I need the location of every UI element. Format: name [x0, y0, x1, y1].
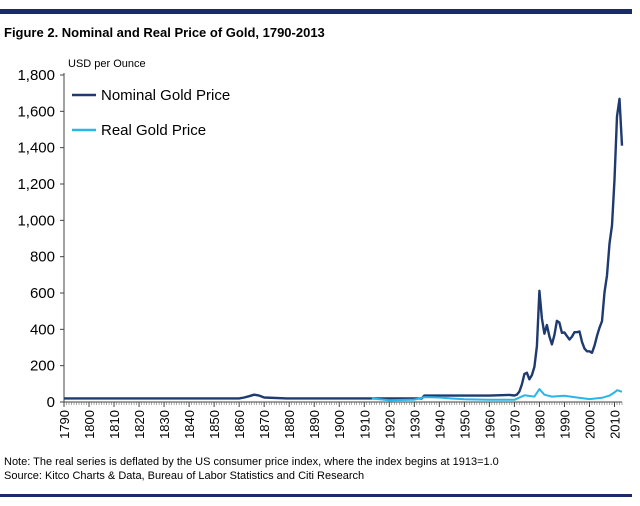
x-tick-label: 1920 — [382, 410, 397, 439]
y-axis: 0 200 400 600 800 1,000 1,200 1,400 1,600 1,800 — [17, 67, 65, 411]
series-lines — [64, 97, 624, 402]
x-tick-label: 1870 — [257, 410, 272, 439]
x-tick-label: 1950 — [457, 410, 472, 439]
x-tick-label: 1800 — [82, 410, 97, 439]
y-tick-label: 800 — [30, 249, 55, 266]
x-tick-label: 1840 — [182, 410, 197, 439]
y-tick-label: 1,600 — [17, 103, 55, 120]
source-text: Source: Kitco Charts & Data, Bureau of L… — [4, 470, 365, 482]
y-tick-label: 1,200 — [17, 176, 55, 193]
x-axis: 1790 1800 1810 1820 1830 1840 1850 1860 1870 1880… — [57, 401, 622, 439]
x-tick-label: 1900 — [332, 410, 347, 439]
x-tick-label: 1820 — [132, 410, 147, 439]
x-tick-label: 1970 — [507, 410, 522, 439]
x-tick-label: 1960 — [482, 410, 497, 439]
y-tick-label: 0 — [47, 394, 55, 411]
y-tick-label: 600 — [30, 285, 55, 302]
x-tick-label: 1980 — [532, 410, 547, 439]
nominal-series-line — [64, 97, 624, 400]
footnotes: Note: The real series is deflated by the… — [4, 455, 499, 483]
legend: Nominal Gold Price Real Gold Price — [72, 87, 230, 139]
footer-rule — [0, 494, 632, 497]
note-text: Note: The real series is deflated by the… — [4, 456, 499, 468]
x-tick-label: 1940 — [432, 410, 447, 439]
x-tick-label: 1880 — [282, 410, 297, 439]
y-tick-label: 1,800 — [17, 67, 55, 84]
y-axis-label: USD per Ounce — [68, 58, 146, 70]
gold-price-chart: 0 200 400 600 800 1,000 1,200 1,400 1,600 1,800 1… — [17, 58, 624, 439]
x-tick-label: 1830 — [157, 410, 172, 439]
legend-label-real: Real Gold Price — [101, 122, 206, 139]
y-tick-label: 1,400 — [17, 140, 55, 157]
x-tick-label: 1910 — [357, 410, 372, 439]
x-tick-label: 1860 — [232, 410, 247, 439]
y-tick-label: 400 — [30, 321, 55, 338]
y-tick-label: 1,000 — [17, 212, 55, 229]
real-series-line — [371, 388, 623, 402]
y-tick-label: 200 — [30, 358, 55, 375]
x-tick-label: 1890 — [307, 410, 322, 439]
x-tick-label: 1790 — [57, 410, 72, 439]
figure-title: Figure 2. Nominal and Real Price of Gold… — [4, 25, 325, 40]
x-tick-label: 1990 — [557, 410, 572, 439]
legend-label-nominal: Nominal Gold Price — [101, 87, 230, 104]
header-rule — [0, 9, 632, 14]
x-tick-label: 1930 — [407, 410, 422, 439]
x-tick-label: 2000 — [582, 410, 597, 439]
x-tick-label: 2010 — [607, 410, 622, 439]
x-tick-label: 1850 — [207, 410, 222, 439]
x-tick-label: 1810 — [107, 410, 122, 439]
